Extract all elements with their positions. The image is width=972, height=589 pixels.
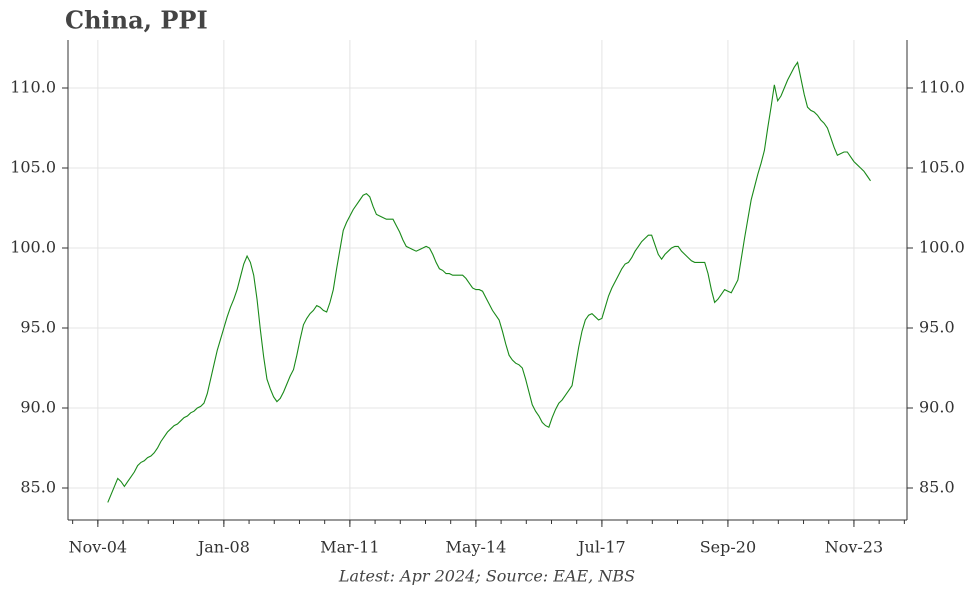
caption: Latest: Apr 2024; Source: EAE, NBS [338,567,635,586]
y-tick-label: 95.0 [20,318,56,337]
y-tick-label: 105.0 [10,158,56,177]
x-tick-label: Sep-20 [700,538,756,557]
y2-tick-label: 85.0 [919,478,955,497]
x-tick-label: May-14 [446,538,507,557]
y2-tick-label: 105.0 [919,158,965,177]
y-tick-label: 90.0 [20,398,56,417]
x-tick-label: Jan-08 [196,538,250,557]
y-tick-label: 85.0 [20,478,56,497]
y-tick-label: 110.0 [10,78,56,97]
x-tick-label: Nov-23 [825,538,883,557]
y2-tick-label: 90.0 [919,398,955,417]
y2-tick-label: 100.0 [919,238,965,257]
y-tick-label: 100.0 [10,238,56,257]
x-tick-label: Nov-04 [69,538,127,557]
y2-tick-label: 95.0 [919,318,955,337]
x-tick-label: Jul-17 [576,538,626,557]
y2-tick-label: 110.0 [919,78,965,97]
chart-title: China, PPI [65,6,208,35]
ppi-line [107,61,871,503]
x-tick-label: Mar-11 [320,538,379,557]
